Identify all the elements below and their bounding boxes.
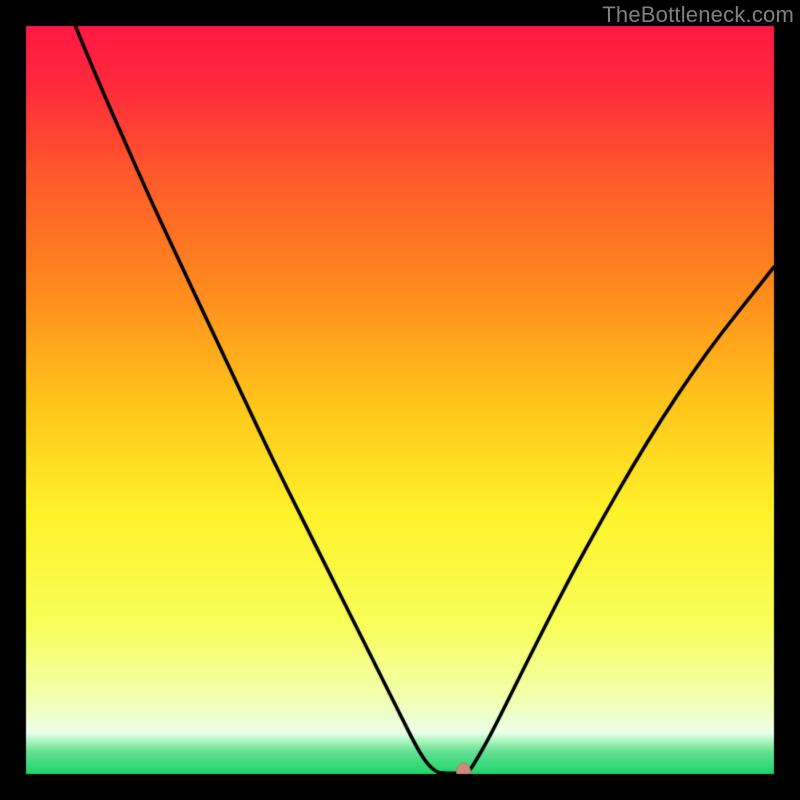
watermark-text: TheBottleneck.com (602, 2, 794, 28)
bottleneck-chart-canvas (0, 0, 800, 800)
